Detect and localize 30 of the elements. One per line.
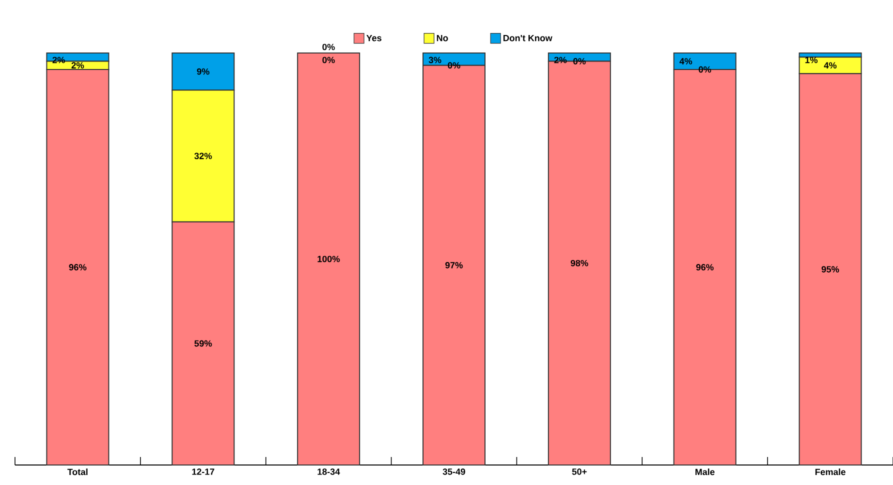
legend-label: No [436, 34, 448, 42]
data-label: 1% [805, 56, 818, 64]
data-label: 95% [822, 266, 840, 272]
data-label: 2% [72, 62, 84, 69]
data-label: 0% [322, 56, 335, 64]
x-tick-label: 18-34 [318, 468, 340, 475]
data-label: 0% [448, 62, 460, 69]
x-tick-label: 35-49 [442, 468, 466, 475]
legend-label: Yes [366, 34, 382, 42]
data-label: 0% [322, 44, 335, 50]
data-label: 96% [696, 264, 714, 270]
data-label: 97% [445, 262, 463, 268]
data-label: 3% [428, 56, 442, 64]
data-label: 98% [570, 260, 588, 266]
data-label: 32% [194, 152, 212, 160]
data-label: 4% [824, 62, 837, 68]
data-label: 59% [194, 340, 212, 347]
x-tick-label: 50+ [572, 468, 587, 475]
data-label: 0% [698, 66, 712, 73]
x-tick-label: Female [815, 468, 846, 476]
data-label: 9% [196, 68, 210, 75]
data-label: 96% [69, 264, 86, 270]
x-tick-label: Male [695, 468, 715, 476]
x-tick-label: 12-17 [192, 468, 214, 475]
x-tick-label: Total [67, 468, 88, 476]
bar [297, 52, 360, 466]
legend-label: Don't Know [503, 34, 552, 42]
data-label: 100% [318, 256, 340, 262]
data-label: 0% [573, 58, 586, 64]
data-label: 4% [680, 58, 692, 64]
